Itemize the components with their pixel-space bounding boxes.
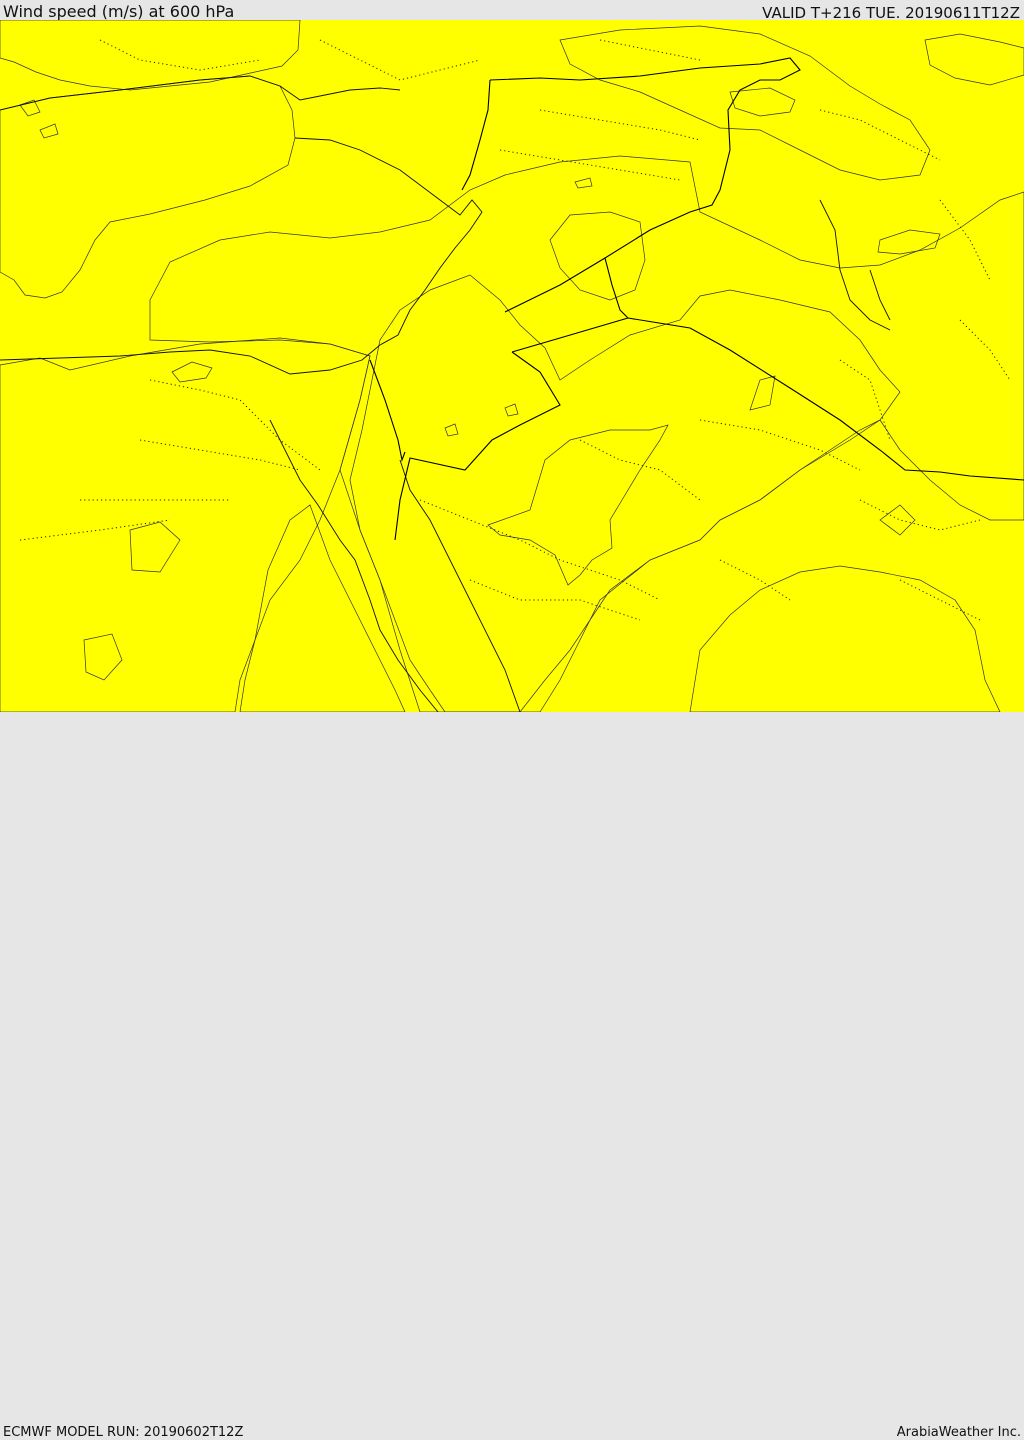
wind-band-deep-yellow-north [559,25,931,181]
header-bar: Wind speed (m/s) at 600 hPa VALID T+216 … [0,0,1024,22]
valid-time: VALID T+216 TUE. 20190611T12Z [762,4,1020,22]
national-borders [369,57,1024,541]
wind-band-orange-west [83,521,181,681]
aegean-islands [19,99,59,139]
wind-band-light-south [689,565,1001,712]
coastline-egypt [0,344,381,375]
wind-band-yellow-spots [171,177,916,536]
wind-speed-map [0,20,1024,712]
footer-bar: ECMWF MODEL RUN: 20190602T12Z ArabiaWeat… [0,712,1024,1440]
wind-band-orange-sw [239,504,406,712]
coastline-persian-gulf [819,199,891,331]
wind-band-dark-orange [487,424,669,586]
model-run: ECMWF MODEL RUN: 20190602T12Z [3,1425,244,1440]
wind-band-orange-north [549,211,646,301]
coastline-levant [294,137,483,346]
province-borders [19,39,1011,621]
wind-band-orange-main [349,274,901,712]
map-title: Wind speed (m/s) at 600 hPa [3,2,235,21]
wind-band-light-ne [924,33,1024,86]
coastline-turkey [0,75,401,111]
wind-band-yellow [0,20,1024,712]
wind-band-light-north [0,20,301,91]
coastline-red-sea [269,419,521,712]
credit: ArabiaWeather Inc. [896,1425,1021,1440]
wind-band-orange-ne [729,87,796,117]
wind-band-orange-ne2 [877,229,941,255]
